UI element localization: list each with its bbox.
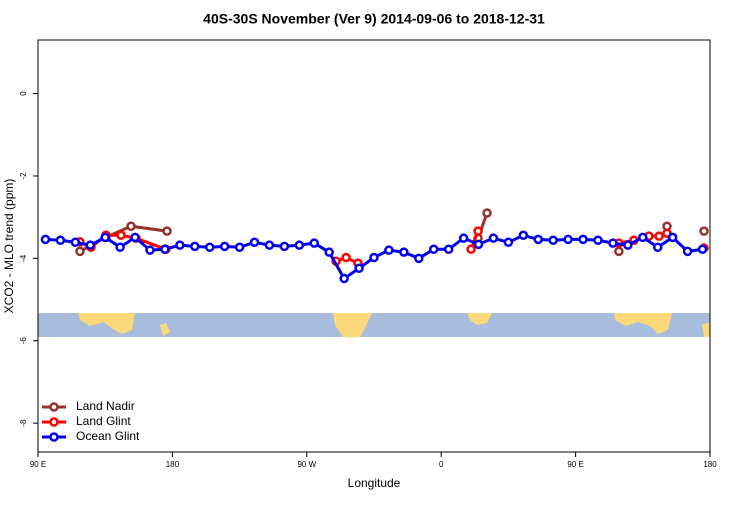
map-ocean <box>38 313 710 337</box>
data-point <box>428 244 439 255</box>
data-point <box>614 246 624 257</box>
y-tick-label: -2 <box>19 172 28 180</box>
data-point <box>548 235 558 245</box>
data-point <box>473 239 484 250</box>
data-point <box>324 247 334 257</box>
data-point <box>399 247 409 257</box>
x-tick-label: 180 <box>166 460 180 469</box>
data-point <box>100 232 110 243</box>
data-point <box>234 242 245 252</box>
data-point <box>162 226 172 236</box>
data-point <box>652 242 663 252</box>
data-point <box>249 237 260 248</box>
data-point <box>264 240 275 250</box>
y-tick-label: -4 <box>19 254 28 262</box>
data-point <box>414 253 424 264</box>
data-point <box>699 226 709 236</box>
data-point <box>482 208 492 218</box>
legend-label: Land Glint <box>76 414 131 428</box>
y-tick-label: -6 <box>19 337 28 345</box>
data-point <box>593 235 603 245</box>
data-point <box>204 242 215 252</box>
chart-title: 40S-30S November (Ver 9) 2014-09-06 to 2… <box>203 11 545 27</box>
y-axis-label: XCO2 - MLO trend (ppm) <box>2 179 16 314</box>
data-point <box>654 231 664 241</box>
data-point <box>503 237 514 248</box>
x-tick-label: 0 <box>439 460 444 469</box>
data-point <box>175 240 185 250</box>
data-point <box>578 234 588 245</box>
data-point <box>563 234 573 245</box>
data-point <box>160 244 170 255</box>
data-point <box>75 246 85 257</box>
data-point <box>533 234 544 245</box>
data-point <box>466 244 476 255</box>
legend-label: Land Nadir <box>76 399 135 413</box>
x-tick-label: 90 W <box>297 460 316 469</box>
legend-label: Ocean Glint <box>76 429 140 443</box>
data-point <box>697 244 708 255</box>
x-tick-label: 90 E <box>567 460 583 469</box>
data-point <box>518 230 529 241</box>
data-point <box>339 273 349 284</box>
data-point <box>279 241 290 252</box>
map-land <box>78 313 710 337</box>
data-point <box>473 226 483 236</box>
y-tick-label: 0 <box>19 91 28 96</box>
data-point <box>458 233 469 243</box>
data-point <box>126 221 136 231</box>
data-point <box>70 237 81 248</box>
data-point <box>145 245 155 255</box>
x-tick-label: 180 <box>703 460 717 469</box>
data-point <box>294 240 305 250</box>
legend-marker <box>49 417 59 427</box>
data-point <box>443 244 454 255</box>
data-point <box>384 245 394 255</box>
plot-frame <box>37 39 711 453</box>
data-point <box>608 238 618 248</box>
data-point <box>309 238 320 248</box>
data-point <box>341 252 351 263</box>
data-point <box>116 230 126 241</box>
data-point <box>667 232 678 243</box>
data-point <box>354 263 364 273</box>
data-point <box>85 240 96 250</box>
data-point <box>55 235 66 245</box>
data-point <box>40 234 51 245</box>
legend-marker <box>49 402 59 412</box>
data-point <box>488 233 499 243</box>
y-tick-label: -8 <box>19 419 28 427</box>
data-point <box>369 252 379 263</box>
data-point <box>115 242 125 252</box>
legend-marker <box>49 432 59 442</box>
data-point <box>190 241 200 252</box>
x-axis-label: Longitude <box>348 476 401 490</box>
data-point <box>623 240 633 250</box>
data-point <box>219 241 230 252</box>
data-point <box>130 232 140 243</box>
data-point <box>682 246 693 257</box>
x-tick-label: 90 E <box>30 460 46 469</box>
data-point <box>638 232 648 243</box>
